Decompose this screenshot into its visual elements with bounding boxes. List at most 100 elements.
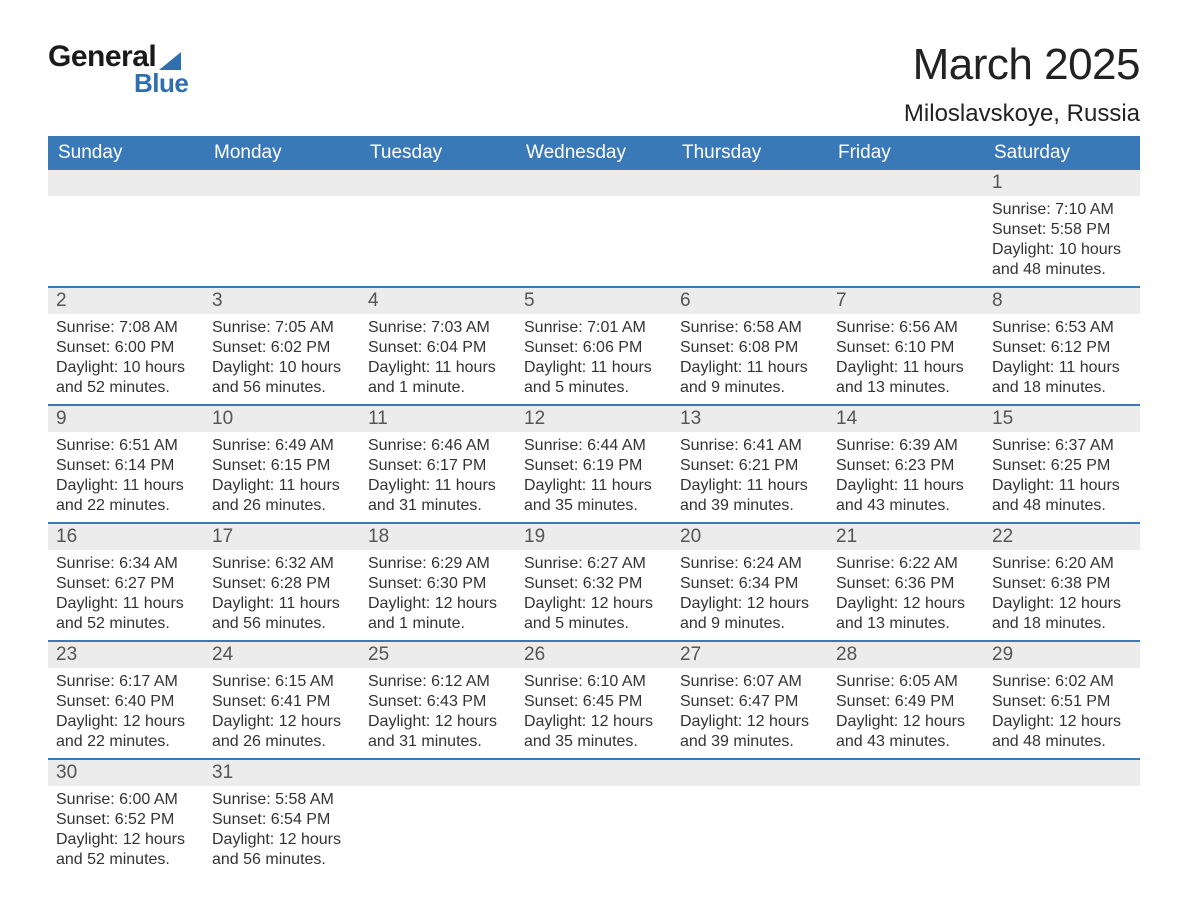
day-number [828, 760, 984, 786]
sunrise-text: Sunrise: 5:58 AM [212, 790, 352, 810]
sunrise-text: Sunrise: 6:10 AM [524, 672, 664, 692]
day-number: 22 [984, 524, 1140, 550]
sunset-text: Sunset: 6:25 PM [992, 456, 1132, 476]
day-body: Sunrise: 7:05 AMSunset: 6:02 PMDaylight:… [204, 314, 360, 404]
sunrise-text: Sunrise: 6:37 AM [992, 436, 1132, 456]
day-body: Sunrise: 6:07 AMSunset: 6:47 PMDaylight:… [672, 668, 828, 758]
calendar-cell [516, 759, 672, 876]
daylight-text: Daylight: 12 hours and 52 minutes. [56, 830, 196, 870]
day-number: 12 [516, 406, 672, 432]
sunset-text: Sunset: 6:40 PM [56, 692, 196, 712]
sunrise-text: Sunrise: 7:10 AM [992, 200, 1132, 220]
daylight-text: Daylight: 11 hours and 5 minutes. [524, 358, 664, 398]
calendar-week-row: 1Sunrise: 7:10 AMSunset: 5:58 PMDaylight… [48, 170, 1140, 287]
daylight-text: Daylight: 12 hours and 39 minutes. [680, 712, 820, 752]
sunrise-text: Sunrise: 6:46 AM [368, 436, 508, 456]
day-number: 25 [360, 642, 516, 668]
day-number: 29 [984, 642, 1140, 668]
sunset-text: Sunset: 6:12 PM [992, 338, 1132, 358]
sunset-text: Sunset: 6:17 PM [368, 456, 508, 476]
daylight-text: Daylight: 11 hours and 52 minutes. [56, 594, 196, 634]
sunset-text: Sunset: 6:21 PM [680, 456, 820, 476]
day-body: Sunrise: 6:37 AMSunset: 6:25 PMDaylight:… [984, 432, 1140, 522]
sunrise-text: Sunrise: 6:17 AM [56, 672, 196, 692]
calendar-cell: 20Sunrise: 6:24 AMSunset: 6:34 PMDayligh… [672, 523, 828, 641]
daylight-text: Daylight: 12 hours and 48 minutes. [992, 712, 1132, 752]
sunrise-text: Sunrise: 6:56 AM [836, 318, 976, 338]
calendar-week-row: 2Sunrise: 7:08 AMSunset: 6:00 PMDaylight… [48, 287, 1140, 405]
daylight-text: Daylight: 12 hours and 31 minutes. [368, 712, 508, 752]
calendar-cell: 6Sunrise: 6:58 AMSunset: 6:08 PMDaylight… [672, 287, 828, 405]
brand-logo: General Blue [48, 40, 188, 99]
calendar-cell: 9Sunrise: 6:51 AMSunset: 6:14 PMDaylight… [48, 405, 204, 523]
sunset-text: Sunset: 6:41 PM [212, 692, 352, 712]
day-number: 18 [360, 524, 516, 550]
sunrise-text: Sunrise: 6:02 AM [992, 672, 1132, 692]
sunset-text: Sunset: 6:32 PM [524, 574, 664, 594]
day-body: Sunrise: 7:08 AMSunset: 6:00 PMDaylight:… [48, 314, 204, 404]
calendar-cell: 28Sunrise: 6:05 AMSunset: 6:49 PMDayligh… [828, 641, 984, 759]
day-body [204, 196, 360, 206]
sunrise-text: Sunrise: 7:01 AM [524, 318, 664, 338]
daylight-text: Daylight: 12 hours and 56 minutes. [212, 830, 352, 870]
day-body: Sunrise: 6:24 AMSunset: 6:34 PMDaylight:… [672, 550, 828, 640]
day-number: 1 [984, 170, 1140, 196]
calendar-cell: 19Sunrise: 6:27 AMSunset: 6:32 PMDayligh… [516, 523, 672, 641]
day-body: Sunrise: 6:15 AMSunset: 6:41 PMDaylight:… [204, 668, 360, 758]
sunrise-text: Sunrise: 6:58 AM [680, 318, 820, 338]
calendar-cell [984, 759, 1140, 876]
sunset-text: Sunset: 6:54 PM [212, 810, 352, 830]
calendar-cell [360, 759, 516, 876]
calendar-cell: 12Sunrise: 6:44 AMSunset: 6:19 PMDayligh… [516, 405, 672, 523]
day-body: Sunrise: 6:00 AMSunset: 6:52 PMDaylight:… [48, 786, 204, 876]
day-body [48, 196, 204, 206]
day-body: Sunrise: 6:29 AMSunset: 6:30 PMDaylight:… [360, 550, 516, 640]
daylight-text: Daylight: 12 hours and 22 minutes. [56, 712, 196, 752]
day-number: 14 [828, 406, 984, 432]
calendar-table: SundayMondayTuesdayWednesdayThursdayFrid… [48, 136, 1140, 876]
calendar-week-row: 9Sunrise: 6:51 AMSunset: 6:14 PMDaylight… [48, 405, 1140, 523]
daylight-text: Daylight: 10 hours and 48 minutes. [992, 240, 1132, 280]
sunset-text: Sunset: 6:45 PM [524, 692, 664, 712]
day-body [360, 786, 516, 796]
daylight-text: Daylight: 11 hours and 31 minutes. [368, 476, 508, 516]
calendar-cell: 17Sunrise: 6:32 AMSunset: 6:28 PMDayligh… [204, 523, 360, 641]
day-number [516, 760, 672, 786]
daylight-text: Daylight: 11 hours and 18 minutes. [992, 358, 1132, 398]
day-body: Sunrise: 6:05 AMSunset: 6:49 PMDaylight:… [828, 668, 984, 758]
calendar-week-row: 16Sunrise: 6:34 AMSunset: 6:27 PMDayligh… [48, 523, 1140, 641]
calendar-cell: 15Sunrise: 6:37 AMSunset: 6:25 PMDayligh… [984, 405, 1140, 523]
day-number: 5 [516, 288, 672, 314]
calendar-cell [828, 759, 984, 876]
sunrise-text: Sunrise: 6:20 AM [992, 554, 1132, 574]
title-block: March 2025 Miloslavskoye, Russia [904, 40, 1140, 128]
sunset-text: Sunset: 6:08 PM [680, 338, 820, 358]
sunrise-text: Sunrise: 7:03 AM [368, 318, 508, 338]
calendar-cell [516, 170, 672, 287]
day-number: 13 [672, 406, 828, 432]
sunset-text: Sunset: 6:27 PM [56, 574, 196, 594]
sunset-text: Sunset: 5:58 PM [992, 220, 1132, 240]
sunset-text: Sunset: 6:36 PM [836, 574, 976, 594]
calendar-cell: 16Sunrise: 6:34 AMSunset: 6:27 PMDayligh… [48, 523, 204, 641]
sunset-text: Sunset: 6:52 PM [56, 810, 196, 830]
day-body [516, 786, 672, 796]
calendar-cell: 25Sunrise: 6:12 AMSunset: 6:43 PMDayligh… [360, 641, 516, 759]
day-body: Sunrise: 7:10 AMSunset: 5:58 PMDaylight:… [984, 196, 1140, 286]
calendar-cell: 13Sunrise: 6:41 AMSunset: 6:21 PMDayligh… [672, 405, 828, 523]
day-number: 8 [984, 288, 1140, 314]
sunset-text: Sunset: 6:00 PM [56, 338, 196, 358]
sunrise-text: Sunrise: 6:00 AM [56, 790, 196, 810]
daylight-text: Daylight: 11 hours and 56 minutes. [212, 594, 352, 634]
month-title: March 2025 [904, 40, 1140, 90]
day-number: 9 [48, 406, 204, 432]
day-body: Sunrise: 6:20 AMSunset: 6:38 PMDaylight:… [984, 550, 1140, 640]
day-body: Sunrise: 6:46 AMSunset: 6:17 PMDaylight:… [360, 432, 516, 522]
daylight-text: Daylight: 12 hours and 35 minutes. [524, 712, 664, 752]
weekday-header: Wednesday [516, 136, 672, 170]
day-number: 20 [672, 524, 828, 550]
daylight-text: Daylight: 12 hours and 18 minutes. [992, 594, 1132, 634]
sunrise-text: Sunrise: 6:29 AM [368, 554, 508, 574]
day-number: 4 [360, 288, 516, 314]
daylight-text: Daylight: 11 hours and 35 minutes. [524, 476, 664, 516]
